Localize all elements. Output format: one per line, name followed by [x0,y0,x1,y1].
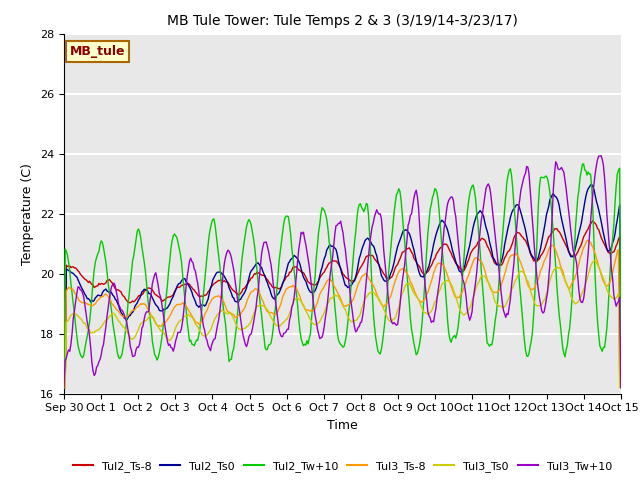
Tul3_Ts0 [469,295,477,300]
Tul2_Ts-8 [399,250,406,255]
Text: MB_tule: MB_tule [70,45,125,58]
Tul3_Ts-8 [295,291,303,297]
Tul3_Ts-8 [566,286,573,292]
Tul2_Ts0 [617,367,625,373]
Line: Tul3_Ts0: Tul3_Ts0 [64,260,621,387]
Tul2_Ts-8 [295,267,303,273]
Tul3_Ts-8 [399,266,406,272]
Tul2_Ts0 [234,299,241,305]
Tul2_Tw+10 [372,334,380,339]
Tul2_Ts0 [60,384,68,390]
Tul3_Tw+10 [60,384,68,390]
Tul3_Ts0 [372,292,380,298]
Tul3_Tw+10 [469,297,477,302]
Tul3_Tw+10 [597,153,605,158]
Tul2_Tw+10 [469,182,477,188]
Tul2_Ts0 [295,258,303,264]
Tul2_Ts-8 [469,246,477,252]
Tul3_Tw+10 [566,217,573,223]
Tul3_Ts0 [566,288,573,294]
Tul2_Ts0 [469,224,477,230]
Tul3_Ts0 [234,324,241,330]
Tul2_Ts0 [372,250,380,255]
Tul2_Tw+10 [580,161,588,167]
Tul3_Tw+10 [372,210,380,216]
Tul3_Ts-8 [234,313,241,319]
Tul2_Tw+10 [617,384,625,390]
Tul3_Ts0 [591,257,599,263]
Tul2_Ts0 [566,251,573,257]
Line: Tul3_Tw+10: Tul3_Tw+10 [64,156,621,387]
Legend: Tul2_Ts-8, Tul2_Ts0, Tul2_Tw+10, Tul3_Ts-8, Tul3_Ts0, Tul3_Tw+10: Tul2_Ts-8, Tul2_Ts0, Tul2_Tw+10, Tul3_Ts… [68,457,616,477]
Tul2_Ts-8 [566,251,573,256]
Tul2_Ts-8 [60,384,68,390]
Tul3_Ts-8 [617,384,625,390]
Tul3_Tw+10 [234,294,241,300]
Tul2_Ts-8 [617,384,625,390]
Tul2_Ts0 [399,230,406,236]
Tul2_Ts0 [588,182,596,188]
Tul3_Ts0 [399,290,406,296]
Tul2_Tw+10 [60,384,68,390]
Tul2_Ts-8 [589,218,596,224]
Tul3_Ts-8 [372,288,380,294]
Tul2_Tw+10 [399,212,406,217]
Tul2_Ts-8 [234,291,241,297]
Line: Tul2_Tw+10: Tul2_Tw+10 [64,164,621,387]
Tul2_Ts-8 [372,257,380,263]
Tul3_Ts0 [295,297,303,302]
Tul3_Ts0 [60,384,68,390]
Tul2_Tw+10 [295,317,303,323]
Line: Tul2_Ts0: Tul2_Ts0 [64,185,621,387]
Title: MB Tule Tower: Tule Temps 2 & 3 (3/19/14-3/23/17): MB Tule Tower: Tule Temps 2 & 3 (3/19/14… [167,14,518,28]
Y-axis label: Temperature (C): Temperature (C) [22,163,35,264]
Tul3_Ts0 [617,384,625,390]
Tul2_Tw+10 [566,325,573,331]
Tul3_Ts-8 [469,259,477,264]
Tul3_Tw+10 [295,246,303,252]
X-axis label: Time: Time [327,419,358,432]
Tul3_Ts-8 [60,384,68,390]
Tul3_Tw+10 [399,279,406,285]
Line: Tul2_Ts-8: Tul2_Ts-8 [64,221,621,387]
Line: Tul3_Ts-8: Tul3_Ts-8 [64,240,621,387]
Tul2_Tw+10 [234,314,241,320]
Tul3_Ts-8 [584,237,592,243]
Tul3_Tw+10 [617,384,625,390]
